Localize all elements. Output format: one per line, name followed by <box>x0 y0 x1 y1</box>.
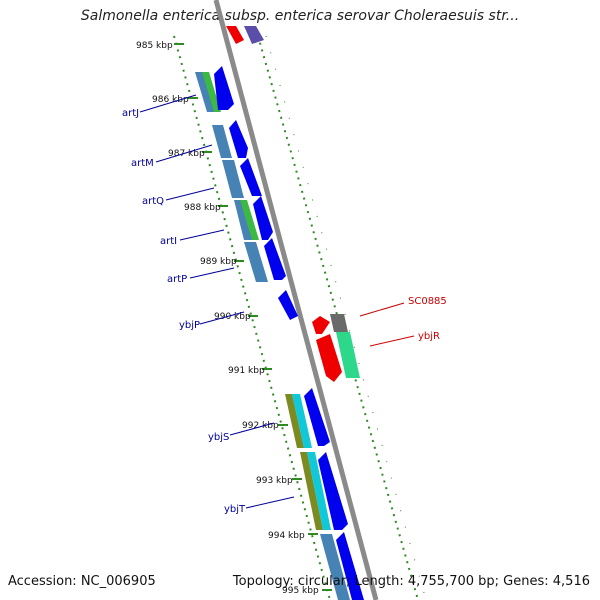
gene-artJ-green[interactable] <box>202 72 221 112</box>
gene-artI-forward[interactable] <box>253 196 273 240</box>
gene-artP-steelblue[interactable] <box>244 242 268 282</box>
right-leader-lines <box>359 302 415 347</box>
sequence-backbone <box>213 0 379 600</box>
gene-bottom-forward[interactable] <box>336 532 364 600</box>
ruler-label-988: 988 kbp <box>184 203 221 213</box>
gene-ybjS-olive[interactable] <box>285 394 304 448</box>
gene-artI-green[interactable] <box>240 200 259 240</box>
genome-summary-text: Topology: circular; Length: 4,755,700 bp… <box>232 574 590 589</box>
ruler-label-985: 985 kbp <box>136 41 173 51</box>
gene-label-artI[interactable]: artI <box>160 236 177 247</box>
left-leader-lines <box>139 94 295 509</box>
ruler-label-990: 990 kbp <box>214 312 251 322</box>
ruler-ticks <box>174 43 332 591</box>
gene-label-artJ[interactable]: artJ <box>122 108 139 119</box>
gene-artP-forward[interactable] <box>264 238 286 280</box>
gene-ybjS-forward[interactable] <box>304 388 330 446</box>
ruler-label-994: 994 kbp <box>268 531 305 541</box>
ruler-label-991: 991 kbp <box>228 366 265 376</box>
gene-label-ybjT[interactable]: ybjT <box>224 504 246 515</box>
gene-label-ybjS[interactable]: ybjS <box>208 432 229 443</box>
gene-label-SC0885[interactable]: SC0885 <box>408 296 447 307</box>
ruler-label-989: 989 kbp <box>200 257 237 267</box>
gene-feature-top-slate[interactable] <box>244 26 264 44</box>
left-dotted-guide <box>173 35 331 600</box>
ruler-label-995: 995 kbp <box>282 586 319 596</box>
gene-artQ-forward[interactable] <box>240 158 262 196</box>
map-title: Salmonella enterica subsp. enterica sero… <box>80 8 520 24</box>
ruler-label-987: 987 kbp <box>168 149 205 159</box>
ruler-labels: 985 kbp 986 kbp 987 kbp 988 kbp 989 kbp … <box>136 41 319 596</box>
gene-SC0885-red[interactable] <box>312 316 330 334</box>
gene-label-ybjP[interactable]: ybjP <box>179 320 200 331</box>
gene-label-artP[interactable]: artP <box>167 274 187 285</box>
gene-artJ-forward[interactable] <box>214 66 234 110</box>
gene-SC0885-gray[interactable] <box>330 314 348 332</box>
gene-ybjS-cyan[interactable] <box>292 394 312 448</box>
gene-bottom-steelblue[interactable] <box>320 534 350 600</box>
gene-ybjR-red[interactable] <box>316 334 342 382</box>
gene-ybjT-olive[interactable] <box>300 452 323 530</box>
gene-feature-top-red[interactable] <box>226 26 244 44</box>
gene-ybjP-forward[interactable] <box>278 290 298 320</box>
ruler-label-992: 992 kbp <box>242 421 279 431</box>
gene-label-ybjR[interactable]: ybjR <box>418 331 440 342</box>
ruler-label-986: 986 kbp <box>152 95 189 105</box>
gene-artM-forward[interactable] <box>229 120 248 158</box>
gene-artM-steelblue[interactable] <box>212 125 232 158</box>
gene-ybjT-forward[interactable] <box>318 452 348 530</box>
gene-label-artQ[interactable]: artQ <box>142 196 164 207</box>
gene-label-artM[interactable]: artM <box>131 158 154 169</box>
gene-ybjT-cyan[interactable] <box>307 452 331 530</box>
gene-ybjR-seagreen[interactable] <box>336 332 360 378</box>
gene-artJ-steelblue[interactable] <box>195 72 216 112</box>
gene-artQ-steelblue[interactable] <box>222 160 244 198</box>
ruler-label-993: 993 kbp <box>256 476 293 486</box>
accession-text: Accession: NC_006905 <box>8 574 156 589</box>
